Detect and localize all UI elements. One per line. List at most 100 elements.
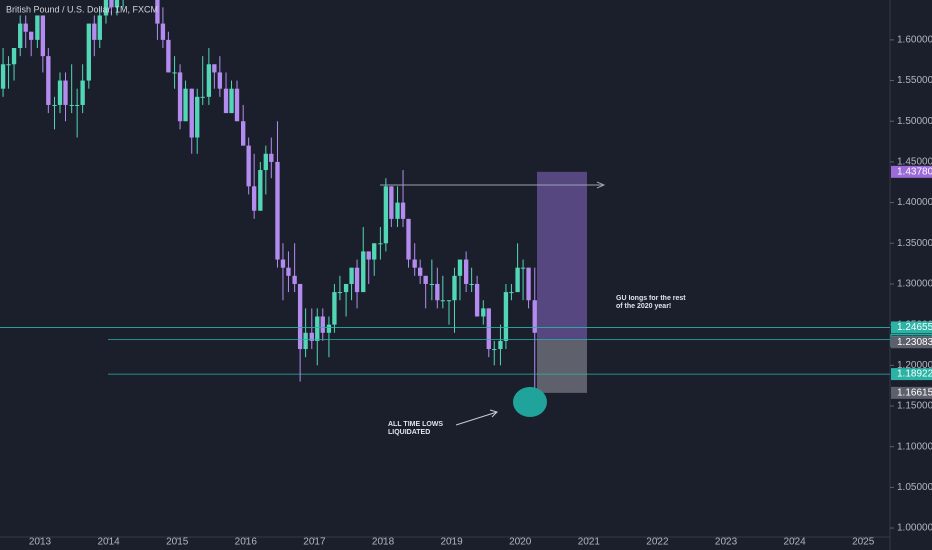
price-label: 1.16615 bbox=[897, 388, 932, 399]
price-label-bg bbox=[891, 368, 932, 381]
highlight-circle bbox=[513, 387, 547, 417]
price-label: 1.23083 bbox=[897, 337, 932, 348]
candle-body bbox=[515, 267, 520, 293]
candle-body bbox=[177, 72, 183, 122]
candle-body bbox=[206, 64, 212, 97]
y-tick-label: 1.10000 bbox=[897, 441, 932, 452]
y-tick-label: 1.45000 bbox=[897, 157, 932, 168]
x-tick-label: 2024 bbox=[784, 537, 807, 548]
y-tick-label: 1.40000 bbox=[897, 197, 932, 208]
candle-body bbox=[183, 88, 188, 122]
candle-body bbox=[332, 292, 337, 325]
candle-body bbox=[86, 23, 91, 81]
candle-body bbox=[109, 0, 114, 8]
candle-body bbox=[229, 88, 234, 114]
candle-body bbox=[172, 72, 177, 74]
candle-body bbox=[217, 72, 223, 89]
candle-body bbox=[97, 15, 102, 40]
y-tick-label: 1.30000 bbox=[897, 279, 932, 290]
candle-body bbox=[35, 15, 40, 40]
candle-body bbox=[195, 96, 200, 138]
x-tick-label: 2016 bbox=[235, 537, 258, 548]
price-label-bg bbox=[891, 336, 932, 349]
price-label: 1.18922 bbox=[897, 369, 932, 380]
target-zone bbox=[537, 171, 587, 340]
candle-body bbox=[309, 332, 314, 341]
candle-body bbox=[263, 153, 268, 171]
candle-body bbox=[457, 259, 463, 276]
candle-body bbox=[509, 292, 514, 294]
candle-body bbox=[280, 259, 286, 268]
candle-body bbox=[435, 283, 440, 301]
candle-body bbox=[337, 292, 343, 294]
plot-area bbox=[0, 0, 890, 415]
candle-body bbox=[503, 292, 509, 341]
candle-body bbox=[498, 340, 503, 350]
price-label: 1.43780 bbox=[897, 166, 932, 177]
x-tick-label: 2017 bbox=[303, 537, 326, 548]
y-tick-label: 1.35000 bbox=[897, 238, 932, 249]
candle-body bbox=[6, 64, 11, 66]
candle-body bbox=[383, 186, 389, 244]
y-tick-label: 1.15000 bbox=[897, 401, 932, 412]
y-tick-label: 1.50000 bbox=[897, 116, 932, 127]
stop-zone bbox=[537, 339, 587, 393]
candle-body bbox=[114, 0, 120, 8]
x-tick-label: 2023 bbox=[715, 537, 738, 548]
candle-body bbox=[69, 104, 74, 106]
price-label-bg bbox=[891, 321, 932, 334]
candle-body bbox=[18, 23, 23, 49]
candle-body bbox=[354, 267, 360, 293]
x-tick-label: 2018 bbox=[372, 537, 395, 548]
candle-body bbox=[526, 267, 531, 301]
candle-body bbox=[57, 80, 63, 105]
price-label-bg bbox=[891, 386, 932, 399]
candle-body bbox=[361, 251, 366, 293]
candle-body bbox=[366, 251, 371, 260]
arrow-head bbox=[489, 409, 498, 418]
candle-body bbox=[452, 275, 457, 301]
candle-body bbox=[395, 202, 400, 219]
candle-body bbox=[241, 121, 246, 146]
candle-body bbox=[23, 23, 28, 32]
x-tick-label: 2025 bbox=[852, 537, 875, 548]
candle-body bbox=[63, 80, 68, 105]
candle-body bbox=[0, 64, 6, 89]
candle-body bbox=[326, 324, 332, 333]
candle-body bbox=[303, 332, 308, 350]
candle-body bbox=[92, 23, 97, 40]
candle-body bbox=[412, 259, 417, 268]
candle-body bbox=[429, 283, 435, 285]
candle-body bbox=[486, 308, 491, 350]
candle-body bbox=[29, 31, 34, 40]
candle-body bbox=[74, 104, 80, 106]
chart-title: British Pound / U.S. Dollar, 1M, FXCM bbox=[6, 4, 158, 14]
candle-body bbox=[440, 300, 445, 302]
note-box: ALL TIME LOWS LIQUIDATED bbox=[388, 421, 443, 436]
candle-body bbox=[40, 15, 46, 57]
candle-body bbox=[389, 186, 394, 219]
candle-body bbox=[275, 161, 280, 260]
price-label: 1.24655 bbox=[897, 322, 932, 333]
candle-body bbox=[103, 0, 109, 16]
note-box: GU longs for the rest of the 2020 year! bbox=[616, 295, 686, 310]
candle-body bbox=[189, 88, 194, 138]
x-tick-label: 2013 bbox=[29, 537, 52, 548]
candle-body bbox=[446, 300, 452, 302]
candle-body bbox=[11, 48, 17, 65]
candle-body bbox=[469, 283, 474, 285]
x-tick-label: 2022 bbox=[646, 537, 669, 548]
candle-body bbox=[492, 349, 497, 351]
candle-body bbox=[155, 0, 160, 24]
candle-body bbox=[80, 80, 85, 105]
price-label-bg bbox=[891, 165, 932, 178]
candle-body bbox=[166, 39, 171, 73]
candle-body bbox=[200, 96, 205, 98]
candle-body bbox=[406, 218, 411, 260]
candle-body bbox=[315, 316, 320, 341]
candle-body bbox=[349, 267, 354, 284]
candle-body bbox=[246, 145, 251, 187]
candle-body bbox=[297, 283, 303, 350]
